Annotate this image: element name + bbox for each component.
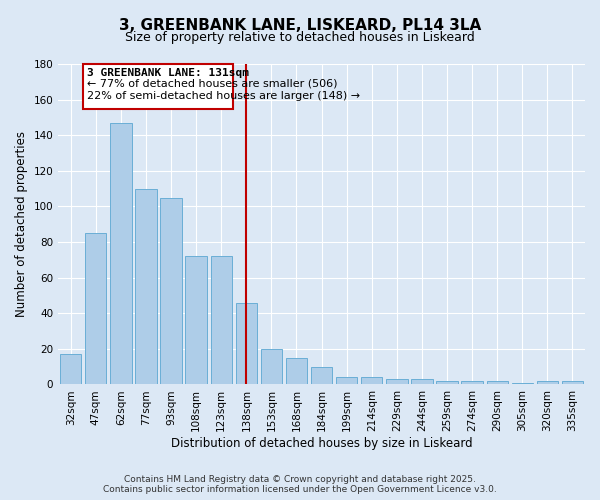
Bar	[136, 188, 157, 384]
Bar	[386, 379, 407, 384]
Bar	[236, 302, 257, 384]
Bar	[487, 381, 508, 384]
Bar	[60, 354, 82, 384]
Bar	[537, 381, 558, 384]
Bar	[411, 379, 433, 384]
Y-axis label: Number of detached properties: Number of detached properties	[15, 131, 28, 317]
Bar	[361, 378, 382, 384]
Bar	[311, 366, 332, 384]
Bar	[461, 381, 483, 384]
Text: Contains HM Land Registry data © Crown copyright and database right 2025.
Contai: Contains HM Land Registry data © Crown c…	[103, 474, 497, 494]
FancyBboxPatch shape	[83, 64, 233, 108]
Text: 3 GREENBANK LANE: 131sqm: 3 GREENBANK LANE: 131sqm	[87, 68, 249, 78]
Text: 22% of semi-detached houses are larger (148) →: 22% of semi-detached houses are larger (…	[87, 90, 360, 101]
Bar	[185, 256, 207, 384]
Bar	[160, 198, 182, 384]
Bar	[286, 358, 307, 384]
Bar	[85, 233, 106, 384]
Bar	[211, 256, 232, 384]
Text: Size of property relative to detached houses in Liskeard: Size of property relative to detached ho…	[125, 31, 475, 44]
Text: 3, GREENBANK LANE, LISKEARD, PL14 3LA: 3, GREENBANK LANE, LISKEARD, PL14 3LA	[119, 18, 481, 32]
Bar	[110, 123, 131, 384]
Bar	[562, 381, 583, 384]
Bar	[261, 349, 282, 384]
Bar	[512, 382, 533, 384]
X-axis label: Distribution of detached houses by size in Liskeard: Distribution of detached houses by size …	[171, 437, 472, 450]
Bar	[436, 381, 458, 384]
Text: ← 77% of detached houses are smaller (506): ← 77% of detached houses are smaller (50…	[87, 78, 338, 88]
Bar	[336, 378, 358, 384]
